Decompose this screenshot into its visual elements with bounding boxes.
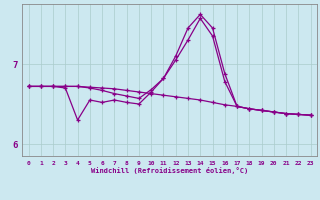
X-axis label: Windchill (Refroidissement éolien,°C): Windchill (Refroidissement éolien,°C): [91, 167, 248, 174]
